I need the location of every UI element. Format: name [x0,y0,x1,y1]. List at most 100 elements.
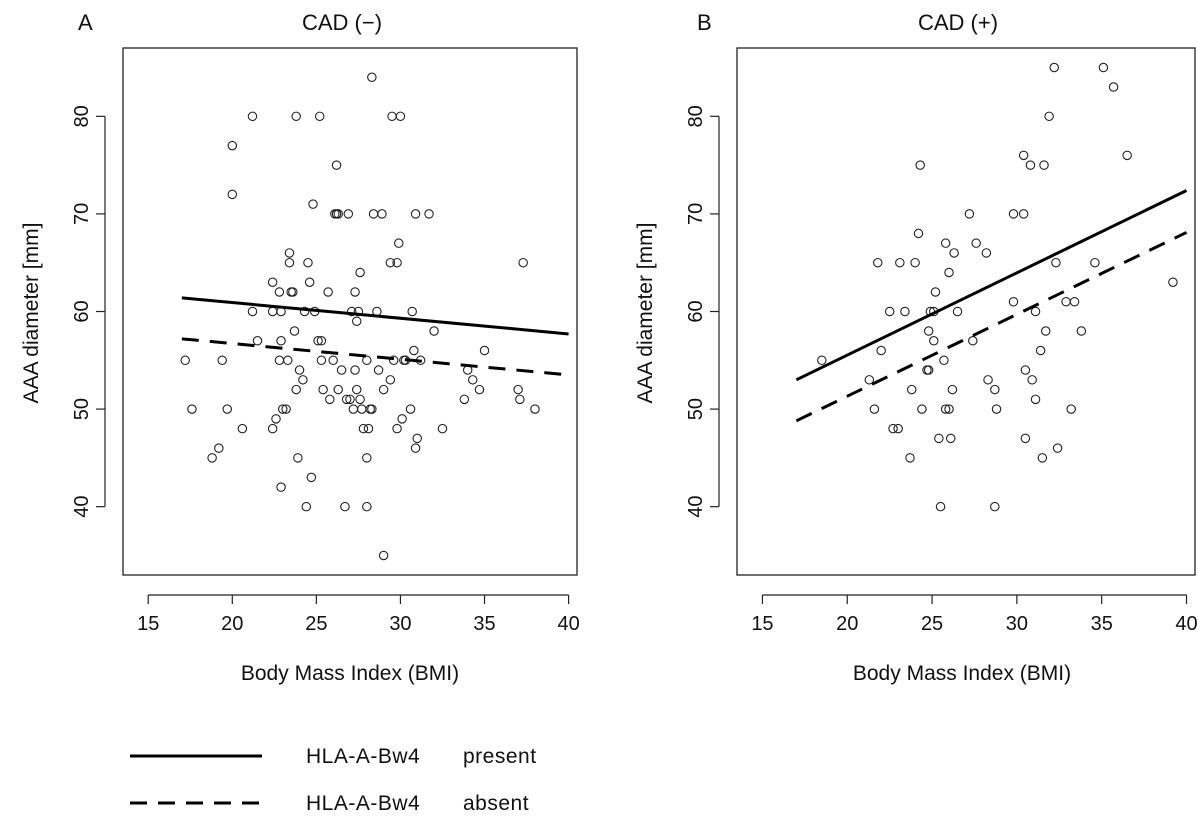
panel-a-y-tick-label: 50 [71,398,93,420]
panel-a-data-point [314,111,325,122]
panel-a-regression-line-solid [181,296,569,336]
panel-a-data-point [277,404,288,414]
panel-a-data-point [276,482,286,492]
panel-a-plot: A CAD (−) 15 20 25 30 35 40 40 50 60 70 80 Body Ma… [20,10,580,685]
panel-a-data-point [351,316,362,327]
panel-a-data-point [293,453,303,463]
panel-b-data-point [930,287,941,297]
panel-b-data-point [1052,443,1063,453]
panel-b-data-point [1076,326,1087,336]
panel-a-x-tick-label: 30 [389,613,411,635]
panel-b-data-point [895,257,905,268]
panel-a-data-point [237,423,248,434]
panel-a-data-point [385,375,396,385]
panel-a-data-point [306,472,317,483]
panel-a-y-tick-label: 70 [71,203,93,225]
legend-item-present: HLA-A-Bw4 present [130,745,537,768]
legend-status-label: absent [463,792,529,815]
panel-a-data-point [298,375,308,385]
panel-a-data-point [368,209,379,219]
panel-a-data-point [373,365,384,375]
panel-b-data-point [1037,453,1048,463]
panel-b-data-point [1018,209,1029,219]
panel-b-y-tick-label: 70 [685,203,707,225]
panel-b-data-point [1122,150,1132,161]
panel-b-data-point [905,453,915,463]
panel-a-data-point [530,404,540,414]
panel-a-data-point [412,433,423,444]
panel-a-data-point [325,394,335,405]
panel-b-data-point [1061,296,1071,307]
panel-b-data-point [1027,375,1037,385]
panel-a-data-point [377,209,387,219]
panel-b-data-point [864,375,875,385]
panel-b-data-point [1030,306,1041,317]
panel-a-data-point [394,238,404,248]
panel-a-data-point [392,257,402,268]
panel-b-data-point [1035,345,1046,356]
panel-b-data-point [949,248,959,258]
panel-b-data-point [817,355,827,366]
panel-a-data-point [388,355,399,366]
panel-a-data-point [291,111,301,122]
panel-b-data-point [913,228,924,239]
panel-a-data-point [355,394,365,405]
panel-b-data-point [990,384,1000,395]
panel-b-data-point [873,257,883,268]
panel-b-data-point [1044,111,1054,122]
panel-b-data-point [940,238,951,248]
panel-b-y-tick-label: 60 [685,300,707,322]
panel-b-data-point [906,384,917,395]
panel-a-data-point [313,336,323,346]
panel-a-x-tick-label: 25 [305,613,327,635]
panel-a-data-point [459,394,470,405]
legend-status-label: present [463,745,537,768]
panel-b-data-point [991,404,1002,414]
panel-a-data-point [308,199,318,209]
panel-b-letter: B [697,10,712,35]
panel-a-data-point [410,443,421,453]
panel-a-data-point [378,550,389,561]
panel-a-data-point [284,257,295,268]
panel-b-data-point [929,336,939,346]
panel-b-data-point [888,423,898,434]
panel-a-data-point [333,384,343,395]
panel-a-data-point [343,209,354,219]
panel-a-data-point [318,384,328,395]
panel-b-data-point [1069,296,1080,307]
panel-a-data-point [331,160,342,170]
panel-b-data-point [910,257,920,268]
panel-b-data-point [934,433,944,444]
panel-a-data-point [323,287,333,297]
panel-a-data-point [284,248,295,258]
panel-a-data-point [378,384,389,395]
panel-a-data-point [424,209,434,219]
panel-b-x-tick-label: 40 [1175,613,1197,635]
panel-b-data-point [1090,257,1100,268]
panel-b-data-point [915,160,925,170]
panel-a-x-axis-title: Body Mass Index (BMI) [241,662,459,685]
panel-b-data-point [964,209,975,219]
panel-b-points [817,62,1178,512]
panel-a-y-tick-label: 60 [71,300,93,322]
panel-b-data-point [884,306,895,317]
legend: HLA-A-Bw4 present HLA-A-Bw4 absent [130,745,537,815]
panel-b-data-point [876,345,886,356]
panel-b-regression-lines [795,189,1188,423]
panel-b-plot: B CAD (+) 15 20 25 30 35 40 40 50 60 70 80 Body Ma… [634,10,1198,685]
panel-b-x-tick-label: 15 [751,613,773,635]
panel-a-data-point [367,404,377,414]
panel-a-x-tick-label: 15 [137,613,159,635]
panel-b-data-point [917,404,927,414]
panel-a-data-point [304,277,315,287]
panel-b-data-point [944,404,954,414]
panel-a-data-point [363,423,374,434]
panel-a-data-point [467,375,478,385]
panel-b-regression-line-dashed [795,231,1188,423]
panel-b-data-point [1020,433,1031,444]
panel-b-data-point [1020,365,1031,375]
panel-b-data-point [1066,404,1076,414]
panel-a-data-point [276,336,286,346]
panel-b-data-point [971,238,981,248]
panel-b-data-point [1039,160,1049,170]
